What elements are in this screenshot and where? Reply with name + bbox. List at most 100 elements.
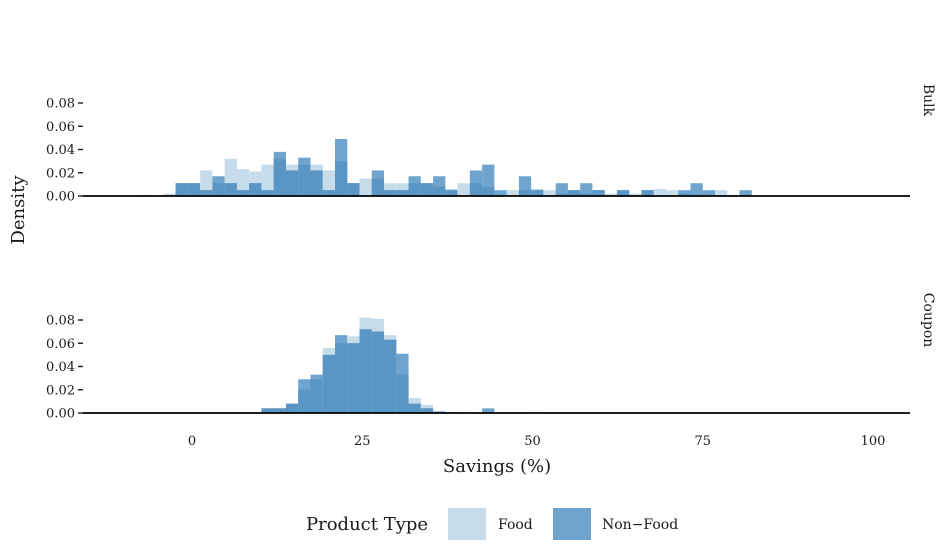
bar-food bbox=[604, 193, 617, 196]
bar-overlap bbox=[408, 403, 421, 413]
bar-food bbox=[506, 190, 519, 196]
bar-overlap bbox=[420, 408, 434, 413]
bar-food bbox=[543, 190, 556, 196]
y-tick-label: 0.08 bbox=[46, 314, 75, 329]
bar-overlap bbox=[236, 190, 250, 196]
legend-label-food: Food bbox=[498, 517, 533, 533]
y-tick-label: 0.00 bbox=[46, 190, 75, 205]
bar-food bbox=[653, 189, 666, 196]
bar-overlap bbox=[371, 178, 385, 196]
bar-overlap bbox=[396, 374, 409, 413]
bar-non-food bbox=[690, 183, 703, 196]
bar-overlap bbox=[580, 193, 593, 196]
y-tick-label: 0.06 bbox=[46, 120, 75, 135]
x-tick-label: 100 bbox=[861, 434, 886, 449]
bar-overlap bbox=[335, 161, 348, 196]
bar-overlap bbox=[384, 190, 397, 196]
bar-overlap bbox=[518, 190, 532, 196]
bar-non-food bbox=[678, 190, 691, 196]
bar-food bbox=[359, 178, 372, 196]
panel-bulk: 0.00 0.02 0.04 0.06 0.08 Bulk bbox=[46, 84, 936, 205]
bar-non-food bbox=[580, 183, 593, 196]
legend-label-non-food: Non−Food bbox=[602, 517, 678, 533]
bar-overlap bbox=[396, 190, 409, 196]
bar-overlap bbox=[261, 408, 274, 413]
x-tick-label: 75 bbox=[694, 434, 711, 449]
y-tick-label: 0.08 bbox=[46, 97, 75, 112]
bar-overlap bbox=[310, 379, 323, 413]
bar-overlap bbox=[420, 183, 434, 196]
bar-overlap bbox=[592, 190, 605, 196]
panel-coupon: 0.00 0.02 0.04 0.06 0.08 Coupon bbox=[46, 293, 936, 422]
bar-overlap bbox=[200, 190, 213, 196]
bar-overlap bbox=[641, 190, 654, 196]
legend-swatch-non-food bbox=[553, 508, 591, 540]
bar-non-food bbox=[555, 183, 568, 196]
bar-overlap bbox=[359, 329, 372, 413]
bar-overlap bbox=[567, 190, 581, 196]
bar-overlap bbox=[371, 331, 385, 413]
bar-overlap bbox=[678, 193, 691, 196]
bar-overlap bbox=[310, 170, 323, 196]
bar-overlap bbox=[273, 408, 286, 413]
bar-overlap bbox=[322, 190, 336, 196]
bar-food bbox=[200, 170, 213, 196]
strip-label-coupon: Coupon bbox=[920, 293, 936, 348]
bar-overlap bbox=[555, 193, 568, 196]
bar-overlap bbox=[298, 164, 311, 196]
bar-overlap bbox=[285, 170, 299, 196]
bar-non-food bbox=[702, 190, 716, 196]
bar-food bbox=[163, 193, 176, 196]
strip-label-bulk: Bulk bbox=[920, 84, 936, 117]
bar-food bbox=[665, 190, 679, 196]
x-axis-title: Savings (%) bbox=[443, 456, 551, 477]
bar-overlap bbox=[285, 403, 299, 413]
y-tick-label: 0.06 bbox=[46, 337, 75, 352]
bar-overlap bbox=[616, 190, 630, 196]
bar-food bbox=[457, 183, 470, 196]
legend-swatch-food bbox=[448, 508, 486, 540]
bar-overlap bbox=[531, 190, 544, 196]
y-axis-title: Density bbox=[8, 175, 29, 245]
x-axis: 0 25 50 75 100 bbox=[188, 434, 886, 449]
x-tick-label: 50 bbox=[524, 434, 541, 449]
bar-food bbox=[261, 164, 274, 196]
bar-overlap bbox=[445, 190, 458, 196]
bar-non-food bbox=[482, 408, 495, 413]
bar-overlap bbox=[408, 183, 421, 196]
y-tick-label: 0.02 bbox=[46, 383, 75, 398]
bar-overlap bbox=[187, 183, 201, 196]
y-tick-label: 0.04 bbox=[46, 143, 75, 158]
bar-overlap bbox=[298, 389, 311, 413]
y-tick-label: 0.00 bbox=[46, 407, 75, 422]
y-tick-label: 0.04 bbox=[46, 360, 75, 375]
bar-overlap bbox=[175, 183, 188, 196]
bar-non-food bbox=[739, 190, 752, 196]
bar-overlap bbox=[212, 183, 225, 196]
x-tick-label: 25 bbox=[354, 434, 371, 449]
bar-overlap bbox=[322, 354, 336, 413]
bar-overlap bbox=[224, 183, 237, 196]
bar-overlap bbox=[433, 186, 446, 196]
legend-title: Product Type bbox=[306, 514, 428, 535]
bar-food bbox=[629, 193, 642, 196]
bar-overlap bbox=[347, 183, 360, 196]
panels: 0.00 0.02 0.04 0.06 0.08 Bulk 0.00 0.02 0.04 0.06… bbox=[46, 84, 936, 422]
bar-overlap bbox=[261, 190, 274, 196]
bar-overlap bbox=[347, 343, 360, 413]
bar-food bbox=[322, 170, 336, 196]
bar-non-food bbox=[494, 190, 507, 196]
x-tick-label: 0 bbox=[188, 434, 196, 449]
bar-overlap bbox=[335, 343, 348, 413]
bar-overlap bbox=[273, 158, 286, 196]
bar-overlap bbox=[482, 186, 495, 196]
bar-overlap bbox=[469, 183, 483, 196]
y-tick-label: 0.02 bbox=[46, 166, 75, 181]
bar-overlap bbox=[249, 183, 262, 196]
legend: Product Type Food Non−Food bbox=[306, 508, 678, 540]
bar-food bbox=[236, 169, 250, 196]
bar-overlap bbox=[384, 339, 397, 413]
bar-food bbox=[715, 190, 728, 196]
